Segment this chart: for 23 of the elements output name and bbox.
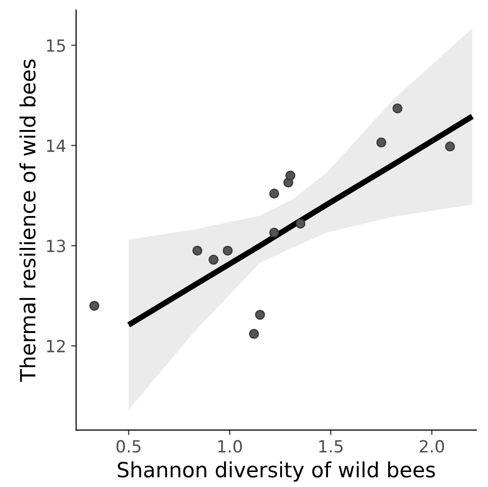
point bbox=[269, 228, 280, 238]
x-tick-label: 1.0 bbox=[218, 440, 242, 453]
point bbox=[249, 328, 259, 339]
x-tick-label: 2.0 bbox=[420, 440, 444, 453]
point bbox=[269, 188, 280, 199]
point bbox=[296, 218, 306, 229]
x-tick-label: 1.5 bbox=[319, 440, 343, 453]
x-axis-title: Shannon diversity of wild bees bbox=[118, 461, 435, 482]
point bbox=[285, 170, 296, 180]
point bbox=[89, 300, 100, 311]
point bbox=[208, 254, 219, 265]
point bbox=[192, 246, 202, 256]
point bbox=[255, 310, 265, 320]
y-tick-label: 15 bbox=[47, 39, 65, 52]
point bbox=[222, 246, 233, 256]
point bbox=[376, 138, 386, 148]
y-tick-label: 13 bbox=[47, 240, 66, 252]
x-tick-label: 0.5 bbox=[116, 440, 140, 453]
y-tick-label: 14 bbox=[47, 140, 66, 152]
point bbox=[445, 142, 455, 152]
y-axis-title: Thermal resilience of wild bees bbox=[19, 59, 36, 382]
point bbox=[392, 103, 402, 114]
y-tick-label: 12 bbox=[47, 340, 65, 352]
